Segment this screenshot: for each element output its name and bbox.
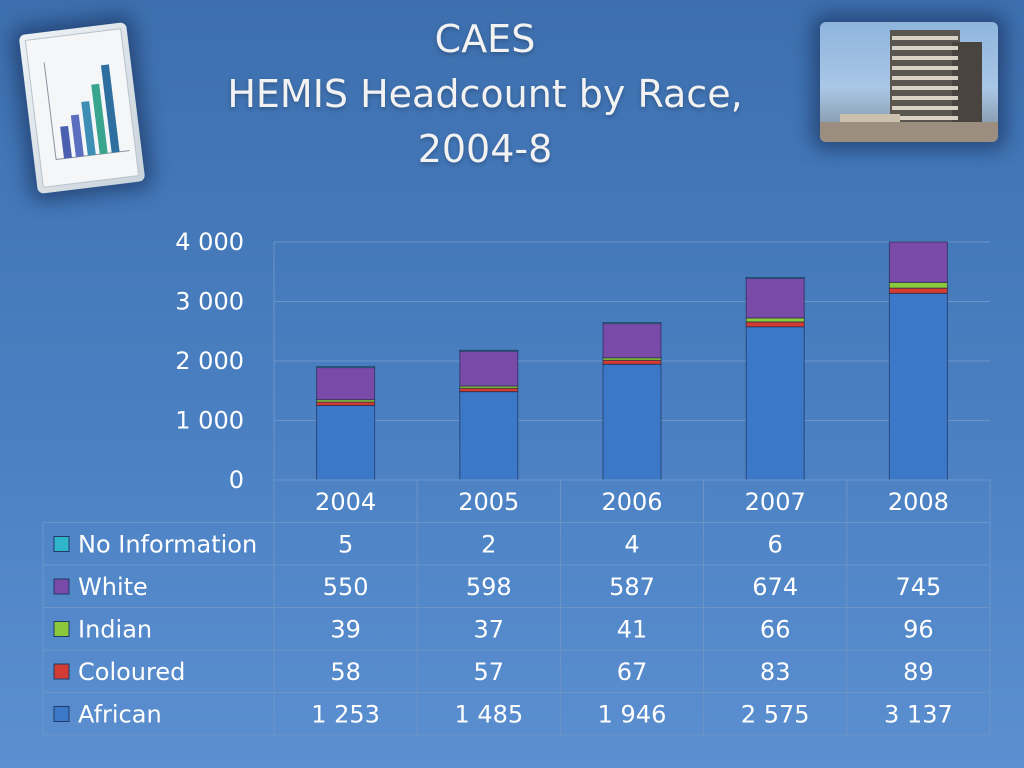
bar-segment (459, 387, 519, 393)
bar-segment (459, 391, 519, 481)
legend-series-name: White (78, 573, 148, 601)
data-label: 58 (330, 658, 361, 686)
data-label: 674 (752, 573, 798, 601)
bar-segment (888, 287, 948, 294)
legend-swatch (53, 663, 70, 680)
bar-segment (316, 401, 376, 406)
data-label: 598 (466, 573, 512, 601)
data-label: 550 (323, 573, 369, 601)
legend-swatch (53, 578, 70, 595)
y-tick-label: 2 000 (175, 347, 244, 375)
bar-segment (316, 404, 376, 481)
data-label: 1 485 (454, 701, 523, 729)
bar-segment (316, 366, 376, 369)
bar-chart-paper-icon (18, 22, 146, 194)
data-label: 2 575 (741, 701, 810, 729)
bar-segment (602, 359, 662, 365)
data-label: 4 (624, 531, 639, 559)
bar-segment (316, 366, 376, 401)
y-tick-label: 4 000 (175, 228, 244, 256)
legend-series-name: African (78, 701, 162, 729)
bar-segment (888, 292, 948, 481)
bar-segment (602, 363, 662, 481)
legend-series-name: Coloured (78, 658, 185, 686)
bar-segment (745, 276, 805, 279)
slide-title: CAES HEMIS Headcount by Race, 2004-8 (200, 12, 770, 177)
data-label: 57 (474, 658, 505, 686)
bar-segment (602, 322, 662, 325)
data-label: 745 (895, 573, 941, 601)
data-label: 67 (617, 658, 648, 686)
legend-series-name: Indian (78, 616, 152, 644)
bar-segment (459, 349, 519, 352)
data-label: 83 (760, 658, 791, 686)
bar-segment (745, 326, 805, 481)
legend-series-name: No Information (78, 531, 257, 559)
title-line-2: HEMIS Headcount by Race, (227, 72, 743, 116)
bar-segment (602, 322, 662, 359)
data-label: 3 137 (884, 701, 953, 729)
data-label: 96 (903, 616, 934, 644)
bar-segment (745, 277, 805, 319)
data-label: 37 (474, 616, 505, 644)
bar-segment (888, 241, 948, 283)
y-tick-label: 0 (229, 466, 244, 494)
x-category-label: 2006 (601, 488, 662, 516)
title-line-3: 2004-8 (417, 127, 553, 171)
data-label: 89 (903, 658, 934, 686)
data-label: 587 (609, 573, 655, 601)
x-category-label: 2004 (315, 488, 376, 516)
title-line-1: CAES (434, 17, 536, 61)
office-building-icon (820, 22, 998, 142)
data-label: 1 946 (598, 701, 667, 729)
x-category-label: 2008 (888, 488, 949, 516)
data-label: 5 (338, 531, 353, 559)
y-tick-label: 3 000 (175, 288, 244, 316)
y-tick-label: 1 000 (175, 407, 244, 435)
bar-segment (888, 281, 948, 289)
x-category-label: 2007 (745, 488, 806, 516)
data-label: 2 (481, 531, 496, 559)
legend-swatch (53, 706, 70, 722)
data-label: 1 253 (311, 701, 380, 729)
x-category-label: 2005 (458, 488, 519, 516)
legend-swatch (53, 621, 70, 637)
data-label: 41 (617, 616, 648, 644)
bar-segment (745, 317, 805, 323)
bar-segment (459, 349, 519, 387)
data-label: 66 (760, 616, 791, 644)
data-label: 39 (330, 616, 361, 644)
legend-swatch (53, 536, 70, 552)
data-label: 6 (768, 531, 783, 559)
bar-segment (745, 321, 805, 328)
